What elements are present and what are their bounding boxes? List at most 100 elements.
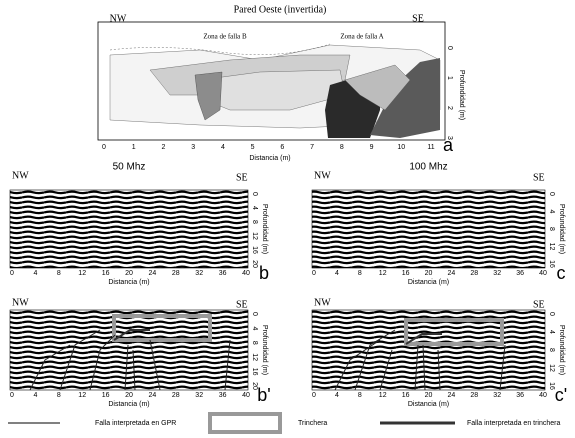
x-tick-label: 0 xyxy=(312,270,316,277)
direction: NW xyxy=(110,13,127,24)
x-tick-label: 16 xyxy=(402,392,410,399)
x-tick-label: 32 xyxy=(493,270,501,277)
legend-label: Trinchera xyxy=(298,420,327,427)
panel-label: c xyxy=(557,263,566,283)
y-tick-label: 0 xyxy=(446,46,453,50)
direction: NW xyxy=(314,297,331,308)
x-tick-label: 24 xyxy=(149,270,157,277)
y-tick-label: 12 xyxy=(548,364,555,372)
direction: SE xyxy=(533,299,545,310)
x-tick-label: 16 xyxy=(102,392,110,399)
x-tick-label: 4 xyxy=(335,392,339,399)
x-tick-label: 32 xyxy=(493,392,501,399)
y-tick-label: 4 xyxy=(251,206,258,210)
direction: SE xyxy=(236,172,248,183)
x-tick-label: 9 xyxy=(370,144,374,151)
direction: NW xyxy=(314,170,331,181)
y-tick-label: 16 xyxy=(548,260,555,268)
y-tick-label: 8 xyxy=(548,227,555,231)
x-tick-label: 20 xyxy=(125,270,133,277)
y-axis-label: Profundidad (m) xyxy=(261,204,268,254)
y-axis-label: Profundidad (m) xyxy=(458,70,465,120)
y-tick-label: 0 xyxy=(251,192,258,196)
radargram xyxy=(9,189,249,269)
y-tick-label: 0 xyxy=(251,312,258,316)
x-tick-label: 28 xyxy=(470,270,478,277)
x-tick-label: 1 xyxy=(132,144,136,151)
x-tick-label: 16 xyxy=(402,270,410,277)
x-tick-label: 2 xyxy=(162,144,166,151)
y-tick-label: 8 xyxy=(251,341,258,345)
legend-box xyxy=(208,412,282,434)
x-tick-label: 4 xyxy=(33,392,37,399)
panel-title: 50 Mhz xyxy=(113,162,146,173)
x-tick-label: 40 xyxy=(242,270,250,277)
y-tick-label: 4 xyxy=(548,210,555,214)
x-tick-label: 4 xyxy=(221,144,225,151)
x-tick-label: 8 xyxy=(340,144,344,151)
legend-label: Falla interpretada en trinchera xyxy=(467,420,560,427)
direction: NW xyxy=(12,297,29,308)
x-tick-label: 36 xyxy=(516,270,524,277)
y-tick-label: 16 xyxy=(548,382,555,390)
panel-title: 100 Mhz xyxy=(409,162,447,173)
y-axis-label: Profundidad (m) xyxy=(558,204,565,254)
x-tick-label: 28 xyxy=(470,392,478,399)
x-tick-label: 5 xyxy=(251,144,255,151)
y-axis-label: Profundidad (m) xyxy=(261,325,268,375)
x-tick-label: 11 xyxy=(427,144,434,151)
y-axis-label: Profundidad (m) xyxy=(558,325,565,375)
x-tick-label: 12 xyxy=(78,270,86,277)
y-tick-label: 8 xyxy=(251,220,258,224)
radargram xyxy=(311,309,546,391)
direction: SE xyxy=(236,299,248,310)
x-tick-label: 0 xyxy=(102,144,106,151)
x-tick-label: 36 xyxy=(219,270,227,277)
x-axis-label: Distancia (m) xyxy=(108,401,149,408)
x-axis-label: Distancia (m) xyxy=(249,155,290,162)
y-tick-label: 3 xyxy=(446,136,453,140)
x-tick-label: 24 xyxy=(448,392,456,399)
y-tick-label: 20 xyxy=(251,260,258,268)
y-tick-label: 8 xyxy=(548,348,555,352)
x-tick-label: 40 xyxy=(539,270,547,277)
x-tick-label: 32 xyxy=(195,270,203,277)
x-tick-label: 20 xyxy=(125,392,133,399)
interpretation xyxy=(334,318,506,391)
panel-label: c' xyxy=(555,385,567,405)
x-tick-label: 0 xyxy=(10,270,14,277)
zone-label: Zona de falla B xyxy=(203,33,247,41)
legend-label: Falla interpretada en GPR xyxy=(95,420,176,427)
trench-log xyxy=(97,21,446,141)
x-tick-label: 36 xyxy=(516,392,524,399)
x-tick-label: 6 xyxy=(280,144,284,151)
y-tick-label: 12 xyxy=(251,232,258,240)
y-tick-label: 2 xyxy=(446,106,453,110)
x-tick-label: 28 xyxy=(172,392,180,399)
y-tick-label: 12 xyxy=(548,243,555,251)
x-tick-label: 10 xyxy=(397,144,405,151)
x-tick-label: 20 xyxy=(425,392,433,399)
x-tick-label: 8 xyxy=(57,392,61,399)
x-tick-label: 8 xyxy=(358,392,362,399)
panel-label: b xyxy=(259,263,269,283)
direction: NW xyxy=(12,170,29,181)
x-tick-label: 32 xyxy=(195,392,203,399)
zone-label: Zona de falla A xyxy=(340,33,383,41)
y-tick-label: 4 xyxy=(548,330,555,334)
y-tick-label: 20 xyxy=(251,382,258,390)
panel-label: a xyxy=(443,135,454,155)
y-tick-label: 0 xyxy=(548,192,555,196)
x-tick-label: 7 xyxy=(310,144,314,151)
x-axis-label: Distancia (m) xyxy=(408,401,449,408)
x-tick-label: 0 xyxy=(10,392,14,399)
direction: SE xyxy=(412,13,424,24)
y-tick-label: 12 xyxy=(251,353,258,361)
x-axis-label: Distancia (m) xyxy=(108,279,149,286)
y-tick-label: 0 xyxy=(548,312,555,316)
y-tick-label: 4 xyxy=(251,326,258,330)
y-tick-label: 1 xyxy=(446,76,453,80)
y-tick-label: 16 xyxy=(251,368,258,376)
x-tick-label: 16 xyxy=(102,270,110,277)
